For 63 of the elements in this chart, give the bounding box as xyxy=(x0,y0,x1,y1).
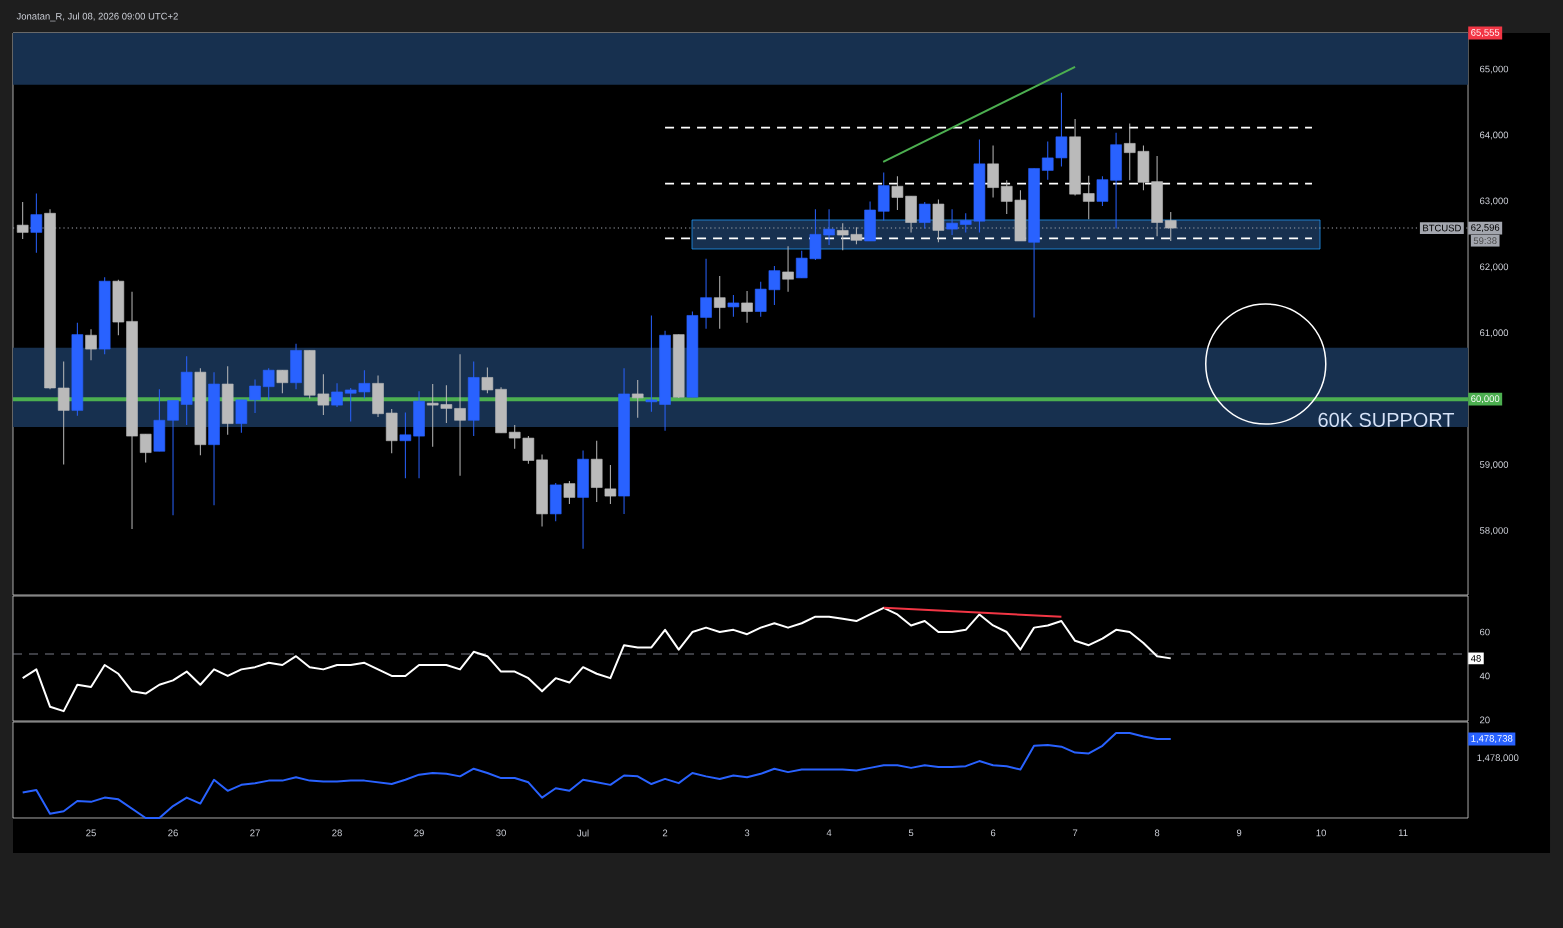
candlestick xyxy=(167,400,179,516)
x-tick-label: 3 xyxy=(744,829,750,837)
x-tick-label: 2 xyxy=(662,829,668,837)
candlestick xyxy=(454,353,466,477)
x-tick-label: 30 xyxy=(496,829,506,837)
annotation: 65,555 xyxy=(1471,29,1500,37)
candlestick xyxy=(987,144,999,198)
x-tick-label: 9 xyxy=(1236,829,1242,837)
candlestick xyxy=(331,382,343,408)
y-tick-label: 20 xyxy=(1480,716,1490,724)
candlestick xyxy=(249,378,261,414)
candlestick xyxy=(631,379,644,419)
x-tick-label: 25 xyxy=(86,829,96,837)
candlestick xyxy=(563,480,576,505)
candlestick xyxy=(399,411,412,479)
candlestick xyxy=(85,328,97,361)
candlestick xyxy=(16,201,29,240)
x-tick-label: 27 xyxy=(250,829,260,837)
y-tick-label: 65,000 xyxy=(1480,65,1509,74)
candlestick xyxy=(1164,211,1177,242)
candlestick xyxy=(946,208,958,236)
x-tick-label: 6 xyxy=(990,829,996,837)
candlestick xyxy=(713,275,726,330)
x-tick-label: 10 xyxy=(1316,829,1326,837)
y-tick-label: 60 xyxy=(1480,628,1490,636)
y-tick-label: 59,000 xyxy=(1479,461,1509,470)
candlestick xyxy=(782,245,794,293)
candlestick xyxy=(262,367,275,401)
candlestick xyxy=(741,290,753,324)
y-tick-label: 40 xyxy=(1479,672,1490,680)
x-tick-label: 7 xyxy=(1072,829,1078,837)
x-tick-label: 26 xyxy=(168,829,178,837)
candlestick xyxy=(276,369,289,394)
text: 48 xyxy=(1470,655,1481,662)
candlestick xyxy=(918,201,931,229)
candlestick xyxy=(1082,175,1095,220)
x-tick-label: 28 xyxy=(332,829,342,837)
x-tick-label: 11 xyxy=(1398,829,1408,837)
candlestick xyxy=(235,399,248,434)
text: 59:38 xyxy=(1473,237,1497,245)
ref-line-label: 62,596 xyxy=(1471,224,1500,232)
x-tick-label: 4 xyxy=(826,829,832,837)
x-tick-label: 29 xyxy=(414,829,424,837)
candlestick xyxy=(30,193,43,254)
x-tick-label: 8 xyxy=(1154,829,1160,837)
y-tick-label: 61,000 xyxy=(1480,329,1509,338)
annotation: BTCUSD xyxy=(1423,224,1461,232)
y-tick-label: 58,000 xyxy=(1479,527,1509,535)
candlestick xyxy=(481,367,494,394)
y-tick-label: 62,000 xyxy=(1480,263,1509,272)
y-tick-label: 64,000 xyxy=(1480,131,1509,140)
x-tick-label: 5 xyxy=(908,829,914,837)
candlestick xyxy=(139,433,152,463)
x-tick-label: Jul xyxy=(577,829,589,837)
candlestick xyxy=(604,464,617,505)
text: 1,478,000 xyxy=(1477,754,1519,763)
candlestick xyxy=(57,361,70,465)
candlestick xyxy=(727,294,740,318)
ref-line-label: 60,000 xyxy=(1471,395,1500,404)
annotation: 60K SUPPORT xyxy=(1318,412,1455,427)
text: 1,478,738 xyxy=(1471,735,1513,743)
chart-title: Jonatan_R, Jul 08, 2026 09:00 UTC+2 xyxy=(16,12,178,22)
y-tick-label: 63,000 xyxy=(1480,197,1509,206)
